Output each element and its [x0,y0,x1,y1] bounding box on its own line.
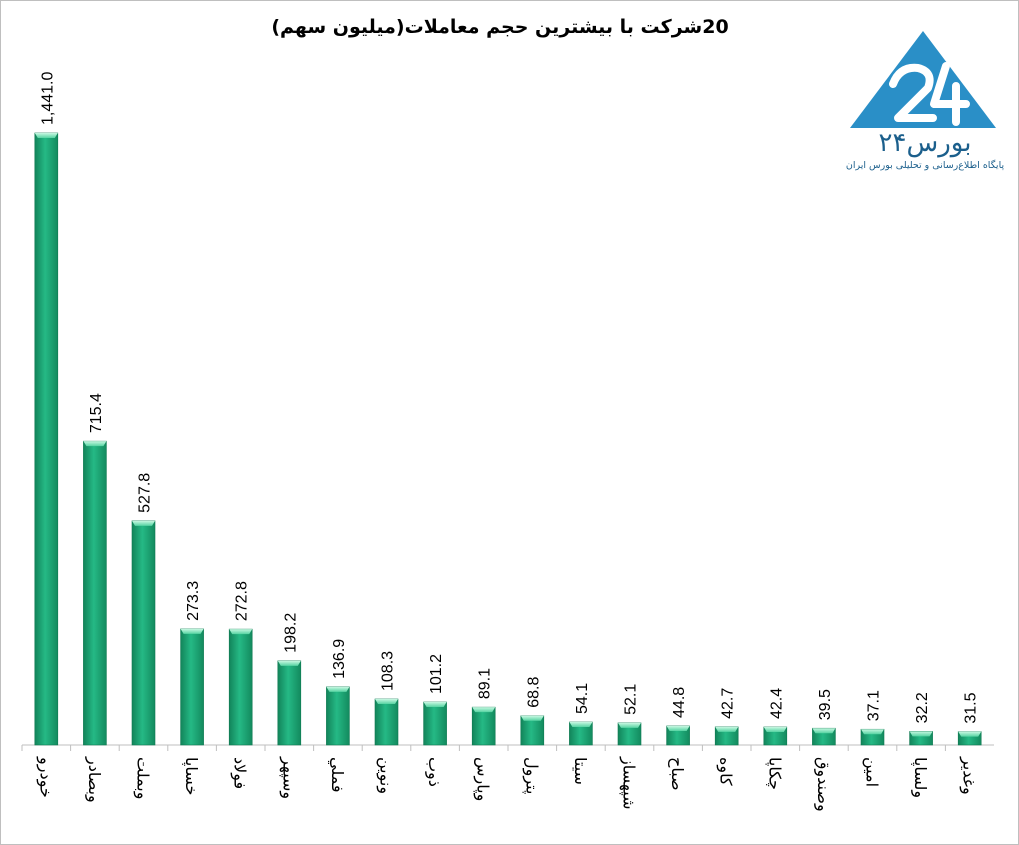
bar-cap [812,728,836,734]
bar [326,686,350,746]
category-label: پترول [521,757,541,794]
bar-cap [326,686,350,692]
category-label: فولاد [230,757,250,789]
bar-cap [618,722,641,728]
data-label: 101.2 [428,654,445,694]
data-label: 198.2 [282,613,299,653]
data-label: 42.4 [768,688,785,719]
bar [180,628,204,746]
bar-cap [229,629,253,635]
data-label: 31.5 [963,692,980,723]
data-label: 54.1 [574,683,591,714]
data-label: 89.1 [477,668,494,699]
category-label: ولساپا [910,757,930,798]
data-label: 273.3 [185,581,202,621]
bar-cap [520,715,544,721]
category-label: وبصادر [84,756,104,803]
bar [83,440,107,746]
bar [228,628,253,746]
data-label: 39.5 [817,689,834,720]
bar-cap [666,725,690,731]
bar-cap [423,702,447,708]
data-label: 44.8 [671,687,688,718]
category-label: کاوه [716,757,736,786]
data-label: 68.8 [525,677,542,708]
data-label: 527.8 [137,473,154,513]
data-label: 32.2 [914,692,931,723]
logo-name: بورس۲۴ [878,128,972,158]
category-label: ونوین [376,757,396,794]
bar-cap [132,520,155,526]
bar-cap [472,707,496,713]
bar-cap [763,726,787,732]
category-label: وپارس [473,757,493,801]
data-label: 715.4 [88,393,105,433]
bar-cap [715,726,739,732]
data-label: 42.7 [720,688,737,719]
bar-cap [909,731,933,737]
data-label: 136.9 [331,639,348,679]
chart-title: 20شرکت با بیشترین حجم معاملات(میلیون سهم… [271,16,729,38]
category-label: سیتا [571,757,590,785]
bar-cap [83,441,107,447]
data-label: 37.1 [866,690,883,721]
data-label: 108.3 [380,651,397,691]
category-label: شپهساز [619,756,639,809]
bar-cap [861,729,884,735]
bar-cap [375,699,398,705]
data-label: 52.1 [623,684,640,715]
bar [471,706,496,746]
bourse24-logo-icon [850,31,996,128]
bar-cap [958,731,982,737]
category-label: خساپا [181,757,201,795]
data-label: 1,441.0 [39,72,56,125]
bar-cap [277,660,301,666]
category-label: وصندوق [813,757,833,812]
bar [131,520,156,746]
category-label: وبملت [133,757,153,799]
category-label: صباح [667,757,687,791]
category-label: چکاپا [764,757,784,790]
category-label: امین [862,757,882,787]
category-label: وسپهر [278,756,298,799]
category-label: فملي [327,757,347,793]
data-label: 272.8 [234,581,251,621]
bar-cap [569,722,593,728]
logo-tagline: پایگاه اطلاع‌رسانی و تحلیلی بورس ایران [845,160,1005,171]
bar-cap [34,133,58,138]
bar [277,660,302,746]
category-label: خودرو [35,756,55,798]
bar [374,698,399,746]
bar [34,132,59,746]
bar [423,701,447,746]
bar-cap [180,628,204,634]
category-label: ذوب [424,757,444,787]
category-label: وغدیر [959,756,979,795]
